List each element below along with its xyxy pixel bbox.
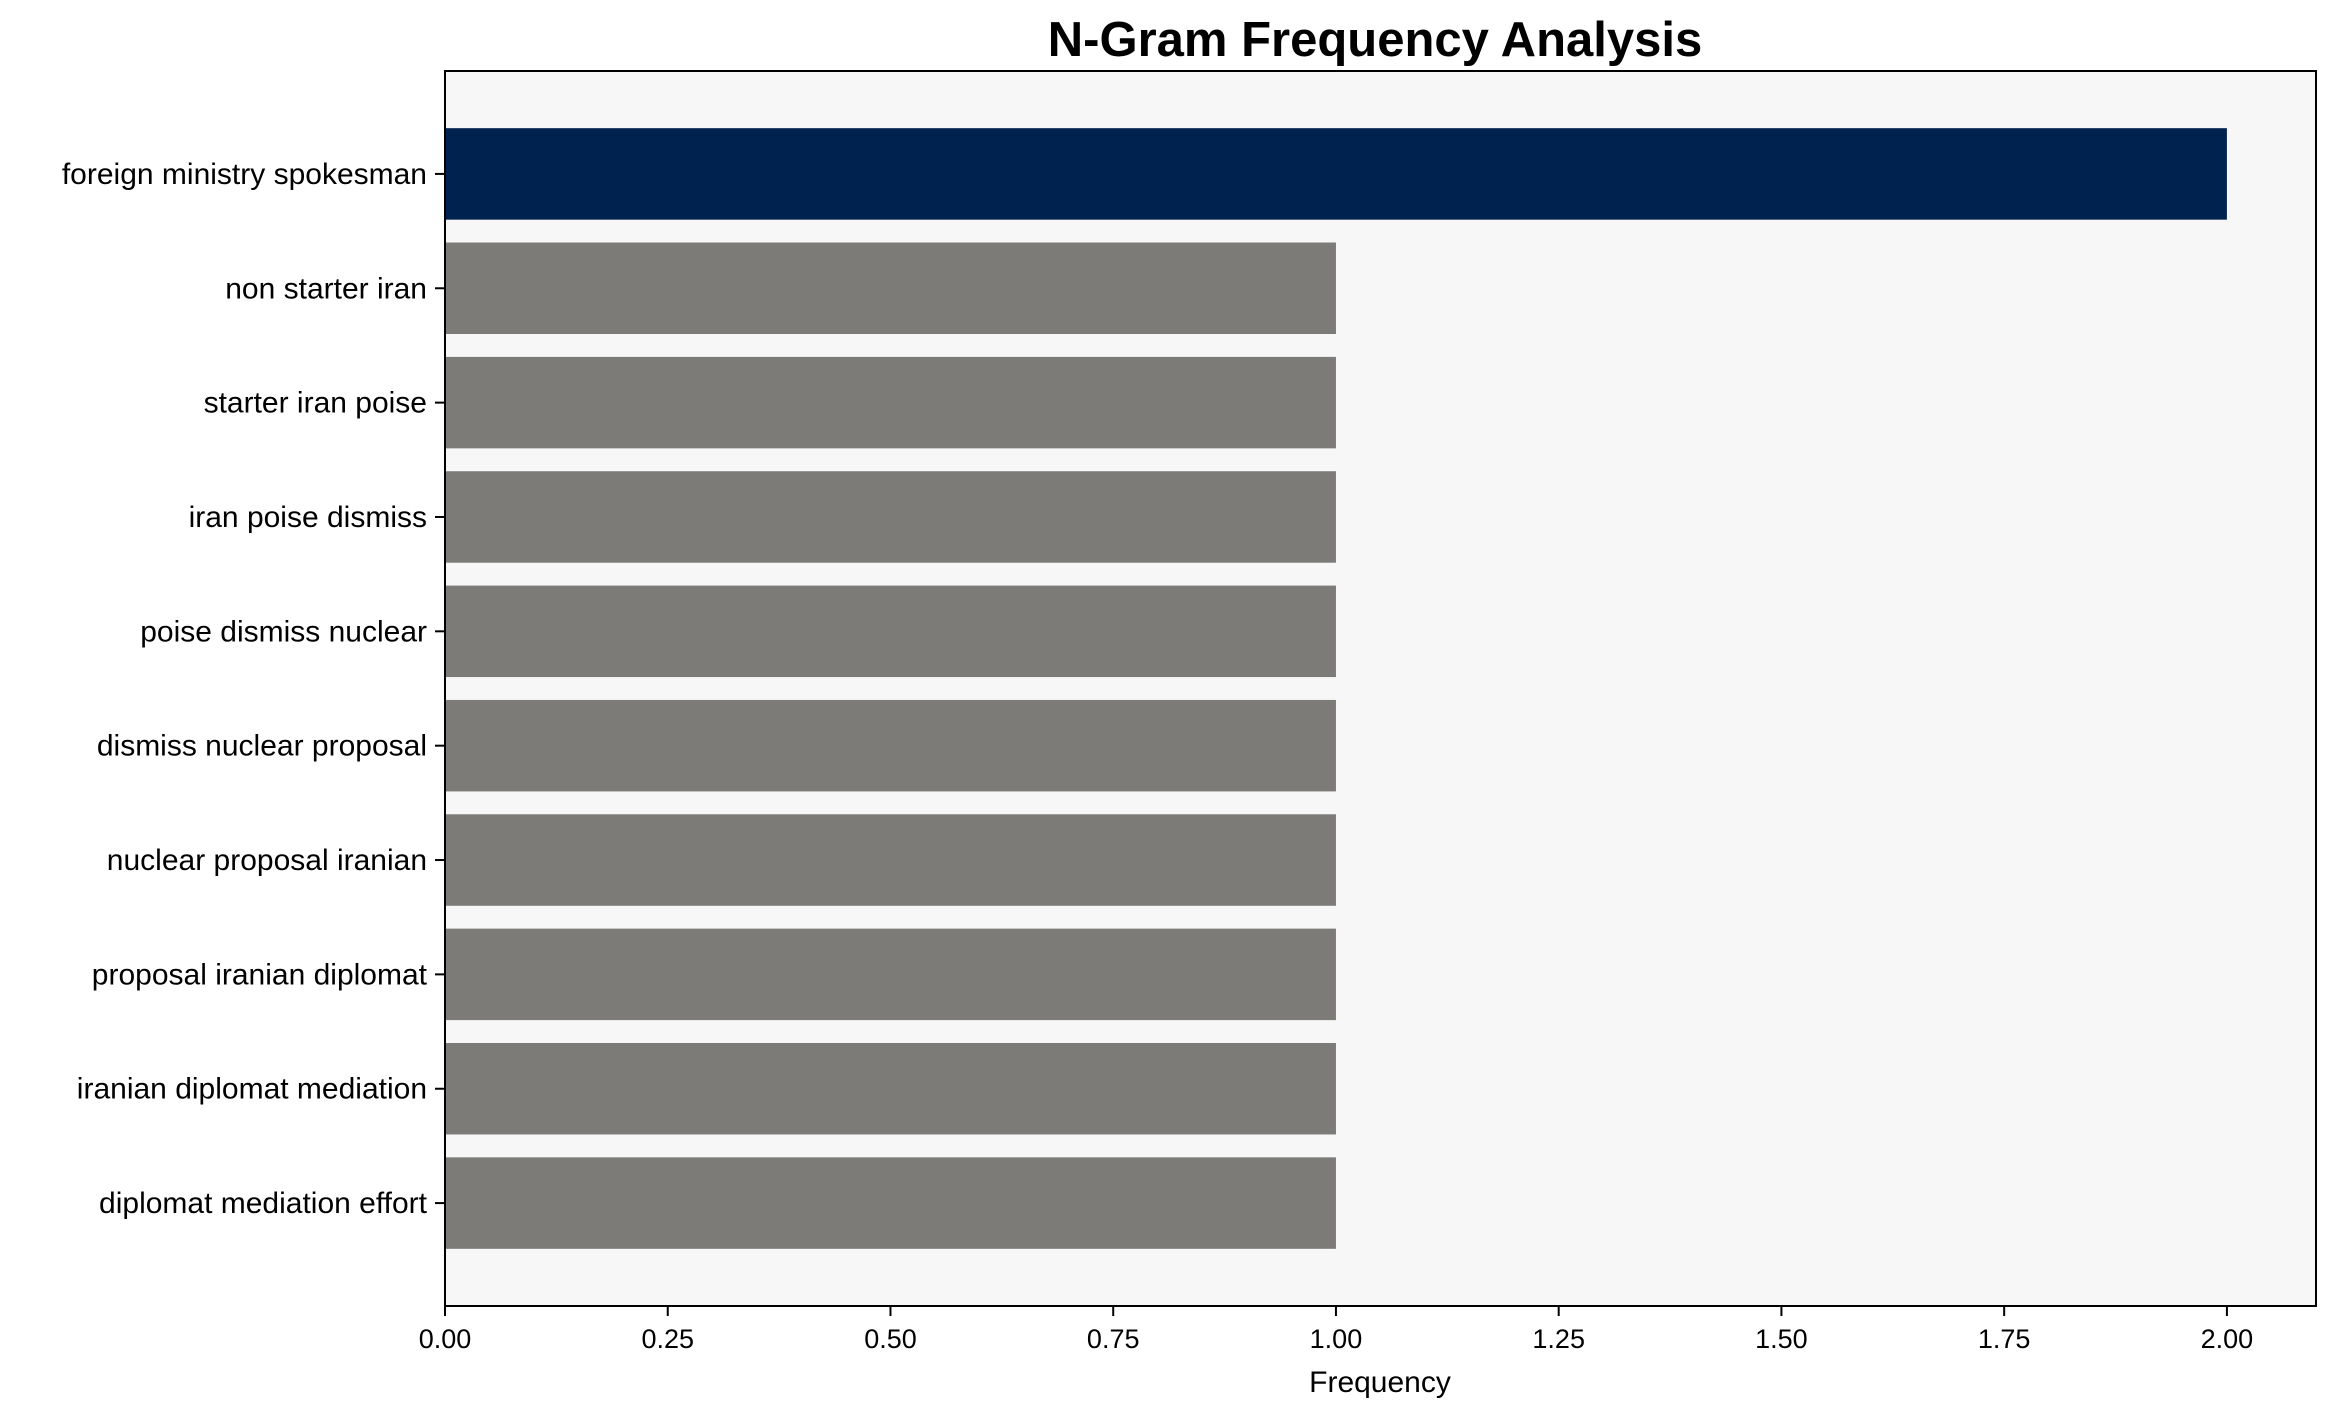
y-tick-label: starter iran poise <box>204 387 427 420</box>
y-tick-label: poise dismiss nuclear <box>140 615 427 648</box>
bar <box>445 128 2227 220</box>
bar <box>445 471 1336 563</box>
bar <box>445 585 1336 678</box>
y-tick-label: nuclear proposal iranian <box>107 844 427 877</box>
bar <box>445 1042 1336 1135</box>
y-tick-label: proposal iranian diplomat <box>92 958 428 991</box>
x-tick-label: 0.00 <box>419 1324 472 1354</box>
y-tick-label: non starter iran <box>225 272 427 305</box>
bar <box>445 242 1336 335</box>
x-tick-label: 1.00 <box>1310 1324 1363 1354</box>
axes-frame <box>444 70 2317 1307</box>
x-axis-label: Frequency <box>1309 1366 1451 1399</box>
bar <box>445 699 1336 792</box>
x-tick-label: 0.50 <box>864 1324 917 1354</box>
x-tick-label: 0.25 <box>641 1324 694 1354</box>
y-tick-label: foreign ministry spokesman <box>62 158 427 191</box>
x-tick-label: 1.50 <box>1755 1324 1808 1354</box>
bar <box>445 814 1336 906</box>
bar <box>445 1157 1336 1249</box>
y-tick-label: iranian diplomat mediation <box>77 1073 427 1106</box>
x-tick-label: 2.00 <box>2201 1324 2254 1354</box>
x-tick-label: 0.75 <box>1087 1324 1140 1354</box>
x-tick-label: 1.75 <box>1978 1324 2031 1354</box>
x-tick-label: 1.25 <box>1532 1324 1585 1354</box>
y-tick-label: diplomat mediation effort <box>99 1187 428 1220</box>
bar <box>445 356 1336 449</box>
bar <box>445 928 1336 1021</box>
y-tick-label: iran poise dismiss <box>189 501 427 534</box>
chart-title: N-Gram Frequency Analysis <box>1048 13 1702 67</box>
y-tick-label: dismiss nuclear proposal <box>97 730 427 763</box>
